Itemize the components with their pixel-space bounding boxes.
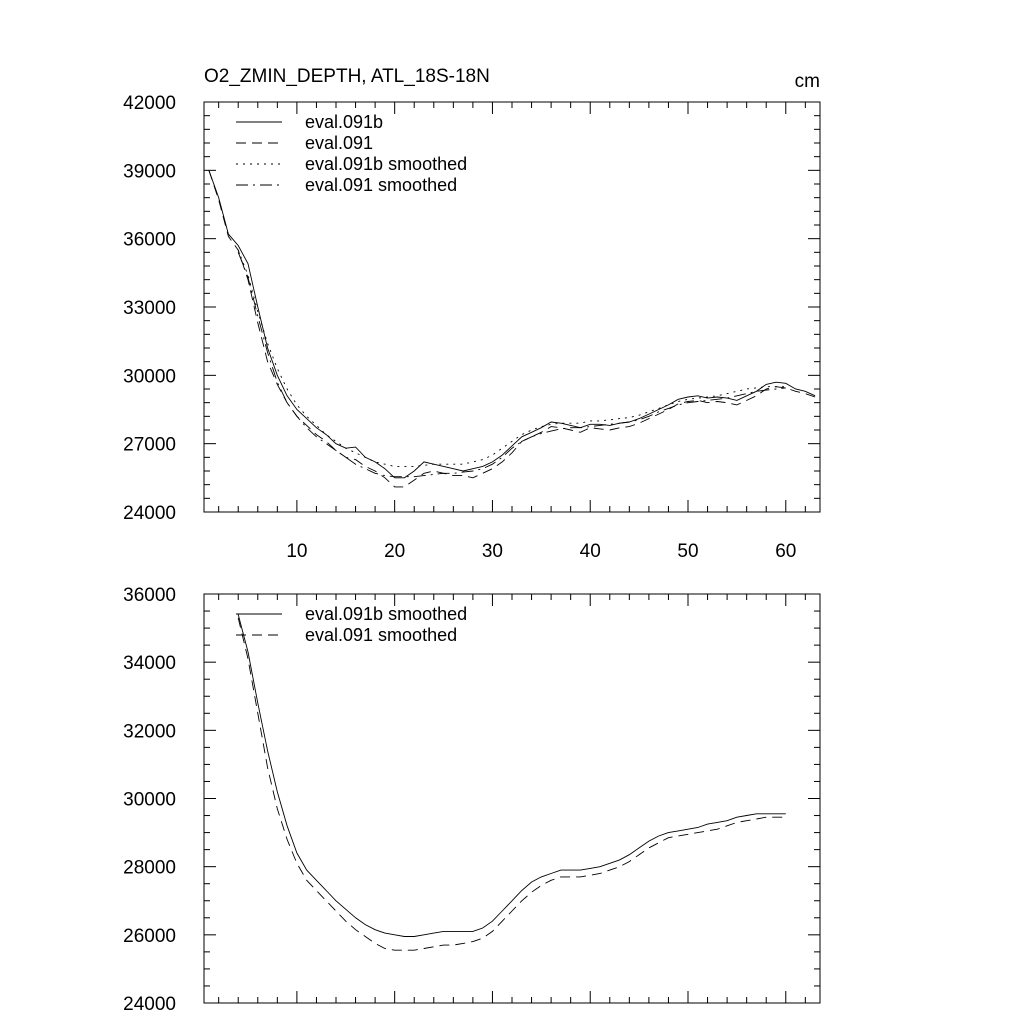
- y-tick-label: 34000: [123, 653, 176, 674]
- y-tick-label: 24000: [123, 503, 176, 524]
- x-tick-label: 60: [775, 541, 796, 562]
- top-panel: O2_ZMIN_DEPTH, ATL_18S-18N cm 24000 27000…: [123, 66, 821, 562]
- legend-label: eval.091 smoothed: [305, 625, 457, 645]
- y-tick-label: 32000: [123, 721, 176, 742]
- plot-frame: [203, 593, 821, 1004]
- series-line-0: [208, 170, 816, 479]
- units-label: cm: [795, 71, 820, 92]
- y-tick-label: 28000: [123, 858, 176, 879]
- bottom-panel: 24000 26000 28000 30000 32000 34000 36000 eval.…: [123, 585, 821, 1015]
- plot-frame: [203, 101, 821, 513]
- legend-label: eval.091 smoothed: [305, 175, 457, 195]
- x-tick-label: 50: [677, 541, 698, 562]
- y-tick-label: 36000: [123, 585, 176, 606]
- y-tick-label: 30000: [123, 790, 176, 811]
- series-line-2: [237, 249, 786, 467]
- x-tick-label: 10: [286, 541, 307, 562]
- series-line-0: [237, 614, 786, 937]
- y-tick-label: 39000: [123, 161, 176, 182]
- legend-label: eval.091: [305, 133, 373, 153]
- y-tick-label: 27000: [123, 435, 176, 456]
- y-tick-label: 36000: [123, 230, 176, 251]
- series-line-3: [237, 252, 786, 478]
- y-tick-label: 42000: [123, 93, 176, 114]
- legend-label: eval.091b smoothed: [305, 154, 467, 174]
- chart-title: O2_ZMIN_DEPTH, ATL_18S-18N: [204, 66, 490, 87]
- y-tick-label: 26000: [123, 926, 176, 947]
- x-tick-label: 20: [384, 541, 405, 562]
- series-line-1: [208, 170, 816, 488]
- legend-label: eval.091b smoothed: [305, 604, 467, 624]
- y-tick-label: 33000: [123, 298, 176, 319]
- x-tick-label: 40: [580, 541, 601, 562]
- y-tick-label: 24000: [123, 994, 176, 1015]
- legend-label: eval.091b: [305, 112, 383, 132]
- y-tick-label: 30000: [123, 366, 176, 387]
- series-line-1: [237, 617, 786, 951]
- x-tick-label: 30: [482, 541, 503, 562]
